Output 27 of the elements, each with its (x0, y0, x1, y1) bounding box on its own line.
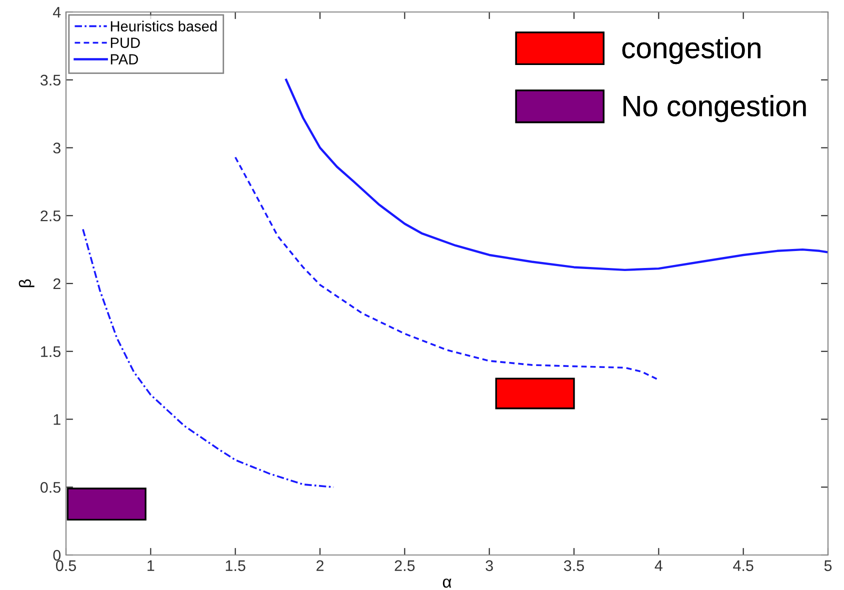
y-tick-label: 1.5 (41, 346, 60, 358)
x-tick-label: 3 (486, 560, 493, 572)
y-tick-label: 1 (54, 414, 60, 425)
x-tick-label: 5 (824, 560, 832, 572)
legend-label: PUD (110, 38, 140, 48)
line-series (285, 78, 828, 272)
y-tick-label: 3.5 (40, 74, 60, 86)
x-tick-label: 1.5 (226, 560, 246, 572)
legend-label: Heuristics based (110, 20, 217, 32)
y-tick-label: 4 (52, 7, 61, 18)
y-tick-label: 0 (53, 550, 61, 561)
x-axis-title: α (442, 578, 452, 588)
line-series (234, 156, 660, 381)
y-tick-label: 3 (53, 142, 60, 154)
legend-label: No congestion (624, 94, 806, 122)
x-tick-label: 2.5 (394, 560, 415, 572)
x-tick-label: 4.5 (733, 560, 754, 572)
x-tick-label: 2 (316, 560, 324, 571)
legend-label: congestion (622, 36, 760, 64)
y-tick-label: 2.5 (40, 210, 60, 222)
y-axis-title: β (18, 279, 34, 288)
x-tick-label: 3.5 (564, 560, 584, 572)
y-tick-label: 2 (53, 278, 60, 290)
legend-label: PAD (110, 54, 138, 64)
x-tick-label: 4 (654, 560, 662, 571)
y-tick-label: 0.5 (40, 482, 60, 493)
x-tick-label: 1 (148, 560, 154, 571)
